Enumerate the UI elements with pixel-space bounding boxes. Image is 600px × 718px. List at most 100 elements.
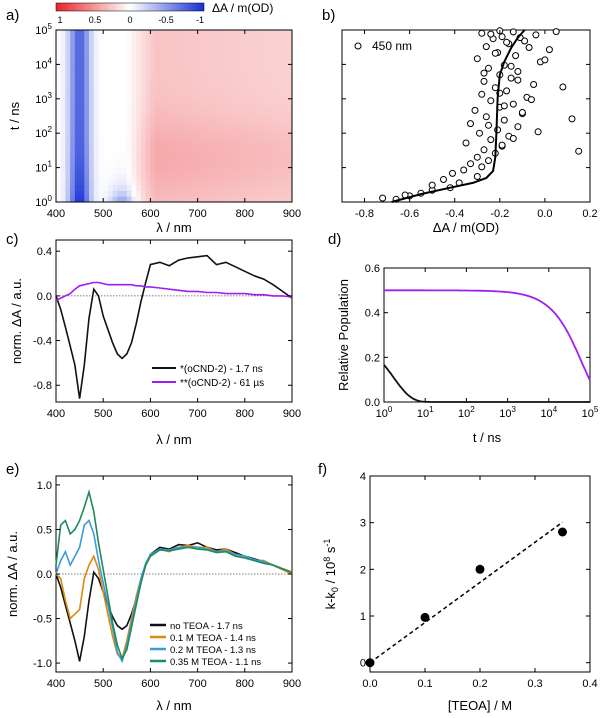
heatmap-cell [140, 47, 147, 54]
heatmap-cell [188, 41, 194, 48]
colorbar-tick-label: -1 [196, 15, 204, 25]
heatmap-cell [169, 184, 175, 191]
heatmap-cell [131, 161, 137, 168]
heatmap-cell [197, 144, 203, 151]
plot-frame [383, 267, 591, 403]
heatmap-cell [277, 52, 283, 60]
heatmap-cell [98, 81, 104, 88]
heatmap-cell [84, 110, 90, 117]
heatmap-cell [164, 98, 170, 105]
heatmap-cell [268, 64, 274, 71]
heatmap-cell [221, 144, 227, 151]
heatmap-cell [192, 127, 198, 134]
series-line [55, 489, 293, 661]
heatmap-cell [122, 81, 128, 88]
tick-label: 102 [458, 405, 475, 420]
heatmap-cell [103, 104, 109, 111]
heatmap-cell [249, 184, 255, 191]
heatmap-cell [159, 133, 165, 140]
tick-exponent: 0 [48, 194, 53, 203]
heatmap-cell [70, 47, 76, 54]
heatmap-cell [211, 93, 217, 100]
heatmap-cell [122, 70, 128, 77]
heatmap-cell [70, 35, 76, 42]
heatmap-cell [74, 127, 80, 134]
heatmap-cell [240, 144, 246, 151]
heatmap-cell [159, 30, 165, 37]
heatmap-cell [89, 138, 95, 146]
heatmap-cell [136, 121, 142, 128]
heatmap-cell [197, 75, 203, 82]
heatmap-cell [136, 75, 142, 82]
heatmap-cell [221, 58, 227, 65]
heatmap-cell [70, 41, 76, 48]
heatmap-cell [183, 127, 189, 134]
heatmap-cell [131, 30, 137, 37]
data-point [514, 68, 522, 75]
heatmap-cell [277, 35, 283, 42]
heatmap-cell [98, 127, 104, 134]
y-axis: -0.8-0.40.00.4 [33, 246, 292, 392]
heatmap-cell [273, 150, 279, 157]
heatmap-cell [282, 41, 288, 48]
heatmap-cell [60, 196, 66, 203]
tick-label: -0.5 [33, 614, 52, 626]
heatmap-cell [145, 179, 151, 186]
heatmap-cell [235, 104, 241, 111]
heatmap-cell [225, 87, 232, 94]
heatmap-cell [211, 87, 217, 94]
heatmap-cell [131, 87, 137, 94]
heatmap-cell [211, 179, 217, 186]
panel-e: 400 500 600 700 800 900 -1.0-0.50.00.51.0 no … [5, 475, 301, 713]
heatmap-cell [103, 110, 109, 117]
heatmap-cell [150, 47, 156, 54]
heatmap-cell [74, 144, 80, 151]
heatmap-cell [169, 30, 175, 37]
heatmap-cell [136, 35, 142, 42]
heatmap-cell [89, 58, 95, 65]
heatmap-cell [263, 70, 269, 77]
tick-label: 800 [236, 408, 254, 420]
heatmap-cell [136, 58, 142, 65]
heatmap-cell [126, 87, 132, 94]
heatmap-cell [249, 167, 255, 174]
heatmap-cell [84, 93, 90, 100]
heatmap-cell [126, 138, 132, 146]
heatmap-cell [178, 167, 184, 174]
heatmap-cell [169, 41, 175, 48]
heatmap-cell [192, 35, 198, 42]
heatmap-cell [235, 190, 241, 197]
heatmap-cell [140, 156, 147, 163]
heatmap-cell [268, 35, 274, 42]
heatmap-cell [84, 138, 90, 146]
heatmap-cell [268, 127, 274, 134]
heatmap-cell [93, 70, 99, 77]
heatmap-cell [244, 116, 250, 123]
x-axis-label: λ / nm [156, 698, 191, 713]
heatmap-cells [56, 30, 293, 203]
heatmap-cell [84, 161, 90, 168]
x-axis-label: ΔA / m(OD) [433, 220, 499, 235]
heatmap-cell [89, 47, 95, 54]
heatmap-cell [268, 190, 274, 197]
heatmap-cell [122, 52, 128, 60]
heatmap-cell [287, 70, 293, 77]
heatmap-cell [164, 116, 170, 123]
heatmap-cell [273, 35, 279, 42]
heatmap-cell [188, 138, 194, 146]
heatmap-cell [207, 173, 213, 180]
heatmap-cell [244, 110, 250, 117]
heatmap-cell [192, 104, 198, 111]
heatmap-cell [60, 150, 66, 157]
heatmap-cell [277, 116, 283, 123]
heatmap-cell [216, 184, 222, 191]
heatmap-cell [155, 110, 161, 117]
heatmap-cell [225, 98, 232, 105]
heatmap-cell [174, 30, 180, 37]
panel-letter-a: a) [6, 7, 19, 24]
heatmap-cell [254, 98, 260, 105]
heatmap-cell [197, 35, 203, 42]
heatmap-cell [263, 35, 269, 42]
heatmap-cell [70, 156, 76, 163]
